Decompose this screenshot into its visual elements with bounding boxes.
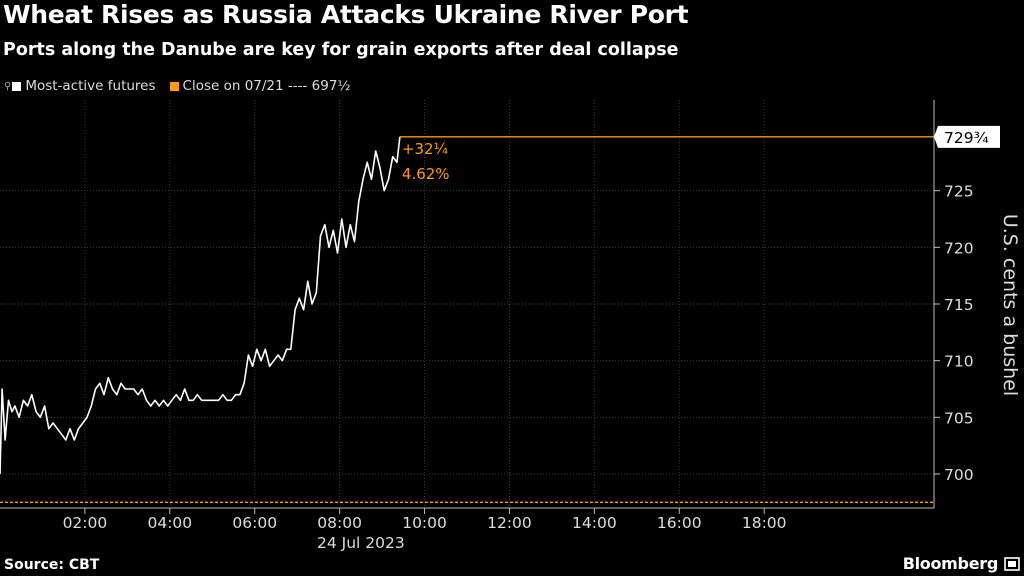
x-tick-label: 10:00 <box>402 514 447 532</box>
change-pct-label: 4.62% <box>402 165 450 183</box>
legend-item-futures: ⚲ Most-active futures <box>4 78 156 94</box>
chart-title: Wheat Rises as Russia Attacks Ukraine Ri… <box>3 0 689 29</box>
x-tick-label: 06:00 <box>232 514 277 532</box>
y-tick-label: 715 <box>944 296 974 314</box>
series-line-futures <box>0 136 401 475</box>
last-value-callout <box>934 125 1000 148</box>
change-label: +32¼ <box>402 140 449 158</box>
y-axis-title: U.S. cents a bushel <box>999 214 1021 396</box>
y-tick-label: 725 <box>944 183 974 201</box>
legend-item-close: Close on 07/21 ---- 697½ <box>169 78 351 94</box>
legend-label-close: Close on 07/21 ---- 697½ <box>182 78 351 94</box>
bloomberg-mark-icon <box>1004 557 1020 571</box>
y-tick-label: 700 <box>944 466 974 484</box>
x-date-label: 24 Jul 2023 <box>317 534 405 552</box>
x-tick-label: 14:00 <box>572 514 617 532</box>
x-tick-label: 08:00 <box>317 514 362 532</box>
legend-swatch-futures <box>12 81 22 91</box>
x-tick-label: 02:00 <box>63 514 108 532</box>
y-tick-label: 710 <box>944 353 974 371</box>
x-tick-label: 04:00 <box>147 514 192 532</box>
brand-logo-text: Bloomberg <box>902 554 999 573</box>
source-note: Source: CBT <box>4 557 100 573</box>
x-tick-label: 18:00 <box>742 514 787 532</box>
pin-icon: ⚲ <box>4 80 12 92</box>
x-tick-label: 12:00 <box>487 514 532 532</box>
last-value-label: 729¾ <box>944 129 989 147</box>
legend: ⚲ Most-active futures Close on 07/21 ---… <box>4 78 365 94</box>
y-tick-label: 720 <box>944 239 974 257</box>
y-tick-label: 705 <box>944 409 974 427</box>
legend-label-futures: Most-active futures <box>25 78 156 94</box>
legend-swatch-close <box>169 81 179 91</box>
chart-subtitle: Ports along the Danube are key for grain… <box>3 40 679 60</box>
x-tick-label: 16:00 <box>657 514 702 532</box>
